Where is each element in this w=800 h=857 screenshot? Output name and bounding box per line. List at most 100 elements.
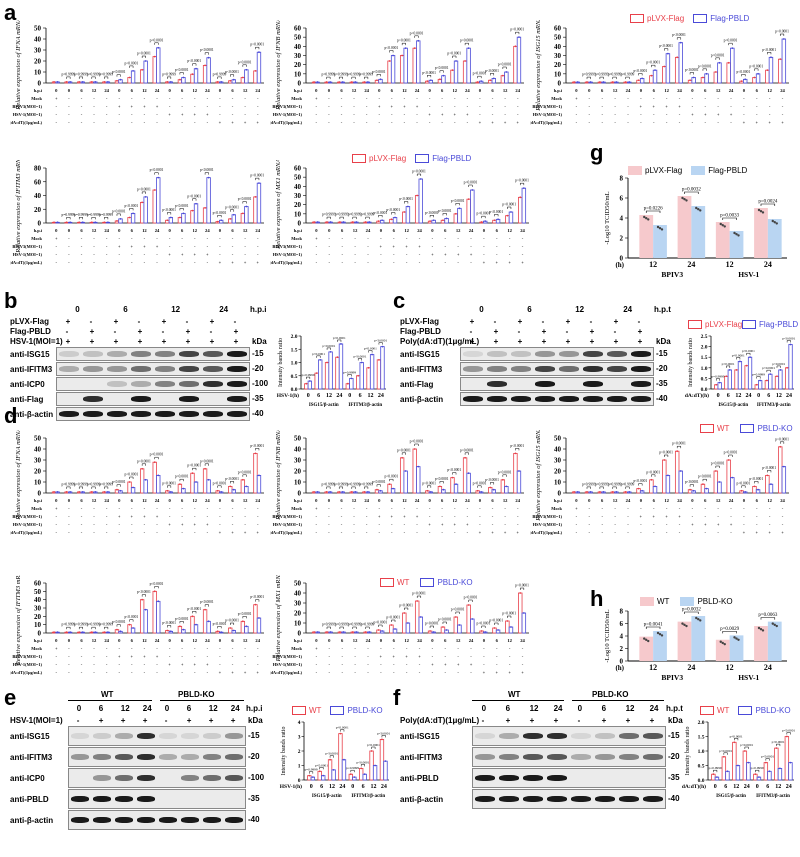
data-point [731, 476, 734, 479]
row-cell: 12 [243, 638, 248, 643]
p-value: p<0.0001 [238, 197, 252, 201]
y-tick-label: 40 [294, 43, 302, 51]
data-point [735, 233, 738, 236]
row-cell: - [341, 530, 343, 535]
data-point [467, 472, 470, 475]
p-value: p=0.9999 [322, 482, 336, 486]
data-point [660, 228, 664, 231]
data-point [679, 41, 682, 44]
data-point [782, 38, 785, 40]
row-cell: 24 [255, 638, 260, 643]
row-cell: - [517, 96, 519, 101]
panel-letter-d: d [4, 403, 18, 428]
bar-flag-pbld [730, 47, 735, 84]
row-cell: 24 [677, 498, 682, 503]
band [227, 366, 247, 372]
row-cell: - [457, 236, 459, 241]
p-value: p=0.9999 [621, 482, 635, 486]
sig-bracket [494, 622, 499, 625]
kda-value: -35 [668, 772, 680, 782]
p-value: p<0.0001 [451, 199, 465, 203]
data-point [229, 485, 232, 488]
legend-swatch-wt [700, 424, 714, 433]
y-tick-label: 20 [294, 61, 302, 69]
data-point [132, 212, 134, 215]
row-cell: 6 [341, 638, 344, 643]
row-cell: + [453, 522, 456, 527]
row-cell: 12 [404, 228, 409, 233]
bar-wt [399, 457, 405, 494]
kda-label: kDa [668, 716, 683, 725]
data-point [216, 220, 219, 223]
row-cell: - [782, 112, 784, 117]
y-tick-label: 1.0 [291, 361, 298, 367]
data-point [360, 361, 363, 364]
data-point [128, 76, 131, 79]
sig-bracket [360, 764, 365, 767]
p-value: p<0.0001 [749, 477, 763, 481]
data-point [65, 221, 68, 224]
data-point [128, 216, 131, 219]
row-cell: - [354, 244, 356, 249]
data-point [718, 381, 721, 384]
sig-bracket [378, 215, 383, 218]
data-point [689, 79, 691, 82]
data-point [705, 72, 708, 75]
data-point [779, 445, 782, 448]
bar-pbld-ko [206, 620, 211, 634]
band [203, 754, 221, 760]
p-value: p=0.9999 [334, 73, 348, 77]
row-cell: - [68, 236, 70, 241]
pm-sign: - [209, 327, 213, 336]
y-tick-label: 30 [34, 457, 42, 465]
row-cell: - [479, 96, 481, 101]
row-cell: - [56, 662, 58, 667]
data-point [779, 58, 782, 61]
row-cell: - [589, 530, 591, 535]
y-tick-label: 4 [620, 215, 624, 223]
row-cell: - [131, 530, 133, 535]
row-cell: - [131, 96, 133, 101]
sig-bracket [664, 454, 669, 457]
bar-flag-pbld [453, 60, 459, 84]
kda-value: -40 [656, 393, 668, 403]
row-cell: - [614, 120, 616, 125]
row-cell: - [81, 252, 83, 257]
bar-flag-pbld [652, 69, 658, 84]
row-cell: - [367, 260, 369, 265]
row-cell: - [328, 522, 330, 527]
sig-bracket [340, 729, 345, 732]
row-cell: - [181, 244, 183, 249]
row-cell: + [181, 252, 184, 257]
row-cell: - [504, 96, 506, 101]
data-point [725, 375, 728, 378]
band [559, 396, 579, 402]
time-label: 24 [219, 305, 229, 314]
bar-wt [253, 604, 258, 634]
blot-strip [460, 362, 654, 376]
row-cell: - [144, 646, 146, 651]
row-cell: - [194, 96, 196, 101]
kda-label: kDa [252, 337, 267, 346]
band [227, 381, 247, 387]
data-point [757, 72, 759, 75]
kda-value: -40 [252, 408, 264, 418]
sig-bracket [414, 35, 419, 38]
row-cell: - [393, 646, 395, 651]
row-cell: 24 [366, 228, 371, 233]
row-cell: - [509, 236, 511, 241]
row-cell: - [756, 506, 758, 511]
y-tick-label: 60 [294, 165, 302, 173]
row-cell: + [691, 522, 694, 527]
sig-bracket [439, 70, 444, 73]
antibody-label: anti-Flag [400, 379, 434, 389]
row-cell: + [483, 670, 486, 675]
data-point [611, 491, 614, 493]
band [619, 796, 639, 802]
data-point [116, 220, 118, 222]
row-cell: 0 [118, 498, 121, 503]
row-cell: 6 [704, 498, 707, 503]
